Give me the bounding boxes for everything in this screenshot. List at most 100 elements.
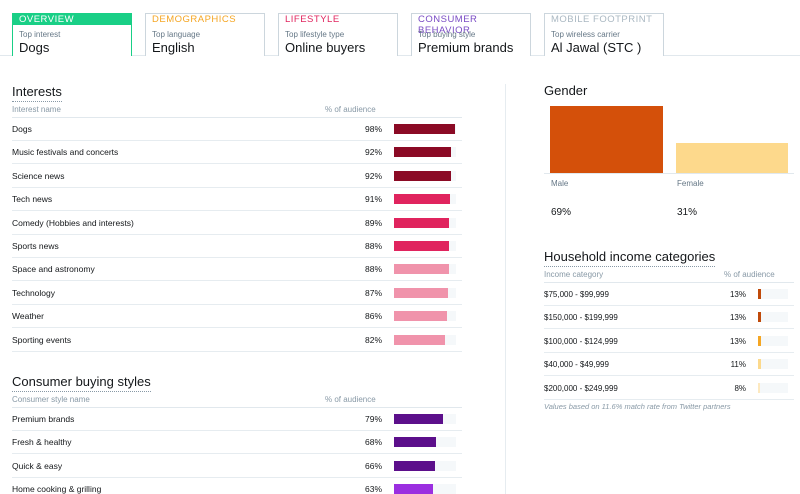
- bar-fill: [758, 382, 760, 393]
- row-percent: 8%: [734, 383, 746, 393]
- table-row: Science news 92%: [12, 165, 462, 188]
- table-row: Sporting events 82%: [12, 329, 462, 352]
- tab-value: Online buyers: [285, 40, 366, 55]
- gender-female-pct: 31%: [677, 207, 698, 218]
- row-percent: 92%: [364, 170, 382, 181]
- row-percent: 89%: [364, 217, 382, 228]
- tab-category: OVERVIEW: [13, 14, 131, 25]
- tab-sublabel: Top wireless carrier: [551, 30, 620, 39]
- bar-track: [394, 194, 456, 205]
- bar-track: [758, 289, 788, 299]
- tab-category: DEMOGRAPHICS: [152, 14, 237, 25]
- row-percent: 63%: [364, 484, 382, 494]
- table-row: Quick & easy 66%: [12, 455, 462, 478]
- table-row: Comedy (Hobbies and interests) 89%: [12, 212, 462, 235]
- bar-track: [394, 264, 456, 275]
- income-row: $200,000 - $249,999 8%: [544, 377, 794, 400]
- bar-fill: [394, 484, 434, 494]
- column-divider: [505, 84, 506, 494]
- tab-sublabel: Top lifestyle type: [285, 30, 345, 39]
- income-col-name: Income category: [544, 270, 604, 279]
- tab-lifestyle[interactable]: LIFESTYLE Top lifestyle type Online buye…: [278, 13, 398, 56]
- row-label: Tech news: [12, 194, 53, 205]
- tab-category: MOBILE FOOTPRINT: [551, 14, 653, 25]
- row-percent: 13%: [729, 336, 746, 346]
- row-percent: 11%: [730, 360, 746, 370]
- bar-track: [758, 382, 788, 393]
- row-percent: 88%: [364, 241, 382, 251]
- bar-track: [758, 359, 788, 370]
- row-label: $100,000 - $124,999: [544, 336, 618, 346]
- tab-value: English: [152, 40, 195, 55]
- table-row: Technology 87%: [12, 282, 462, 305]
- bar-fill: [758, 335, 761, 346]
- bar-track: [394, 124, 456, 134]
- income-row: $75,000 - $99,999 13%: [544, 283, 794, 306]
- row-percent: 91%: [364, 194, 382, 205]
- buying-styles-heading: Consumer buying styles: [12, 374, 151, 392]
- bar-track: [394, 334, 456, 345]
- gender-heading: Gender: [544, 83, 588, 98]
- gender-male-pct: 69%: [551, 207, 572, 218]
- tab-sublabel: Top buying style: [418, 30, 476, 39]
- row-label: Sporting events: [12, 334, 72, 345]
- bar-fill: [394, 264, 449, 275]
- interests-heading: Interests: [12, 84, 62, 102]
- bar-fill: [394, 194, 451, 205]
- bar-fill: [394, 217, 450, 228]
- bar-track: [394, 414, 456, 424]
- bar-fill: [394, 170, 452, 181]
- table-row: Fresh & healthy 68%: [12, 431, 462, 455]
- row-label: Premium brands: [12, 414, 75, 424]
- row-label: $200,000 - $249,999: [544, 383, 618, 393]
- tab-category: CONSUMER BEHAVIOR: [418, 14, 478, 36]
- bar-fill: [758, 289, 761, 299]
- tab-consumer-behavior[interactable]: CONSUMER BEHAVIOR Top buying style Premi…: [411, 13, 531, 56]
- buying-styles-col-pct: % of audience: [325, 395, 376, 404]
- bar-track: [394, 437, 456, 448]
- tab-demographics[interactable]: DEMOGRAPHICS Top language English: [145, 13, 265, 56]
- row-label: Quick & easy: [12, 460, 63, 471]
- row-percent: 68%: [364, 437, 382, 448]
- bar-track: [394, 287, 456, 298]
- row-label: $150,000 - $199,999: [544, 313, 618, 323]
- bar-fill: [394, 414, 443, 424]
- tab-value: Dogs: [19, 40, 50, 55]
- bar-fill: [394, 147, 452, 158]
- tab-mobile-footprint[interactable]: MOBILE FOOTPRINT Top wireless carrier Al…: [544, 13, 664, 56]
- tab-value: Al Jawal (STC ): [551, 40, 642, 55]
- row-label: Science news: [12, 170, 65, 181]
- bar-fill: [394, 311, 448, 322]
- income-row: $100,000 - $124,999 13%: [544, 330, 794, 353]
- bar-track: [394, 484, 456, 494]
- row-percent: 86%: [364, 311, 382, 322]
- row-label: Comedy (Hobbies and interests): [12, 217, 134, 228]
- tab-sublabel: Top language: [152, 30, 201, 39]
- bar-track: [394, 460, 456, 471]
- bar-track: [758, 335, 788, 346]
- income-col-pct: % of audience: [724, 270, 775, 279]
- gender-baseline: [544, 173, 794, 174]
- row-percent: 92%: [364, 147, 382, 158]
- table-row: Tech news 91%: [12, 188, 462, 212]
- gender-female-label: Female: [677, 179, 704, 188]
- bar-fill: [394, 334, 445, 345]
- bar-fill: [394, 241, 449, 251]
- income-row: $150,000 - $199,999 13%: [544, 306, 794, 330]
- bar-fill: [758, 359, 761, 370]
- table-row: Home cooking & grilling 63%: [12, 478, 462, 494]
- income-row: $40,000 - $49,999 11%: [544, 353, 794, 377]
- row-percent: 13%: [729, 290, 746, 299]
- row-percent: 98%: [364, 124, 382, 134]
- tab-overview[interactable]: OVERVIEW Top interest Dogs: [12, 13, 132, 56]
- bar-track: [394, 241, 456, 251]
- table-row: Dogs 98%: [12, 118, 462, 141]
- row-label: $75,000 - $99,999: [544, 290, 609, 299]
- tab-category: LIFESTYLE: [285, 14, 340, 25]
- income-heading: Household income categories: [544, 249, 716, 267]
- row-label: Weather: [12, 311, 44, 322]
- row-label: Dogs: [12, 124, 32, 134]
- bar-track: [394, 217, 456, 228]
- table-row: Sports news 88%: [12, 235, 462, 258]
- row-percent: 79%: [364, 414, 382, 424]
